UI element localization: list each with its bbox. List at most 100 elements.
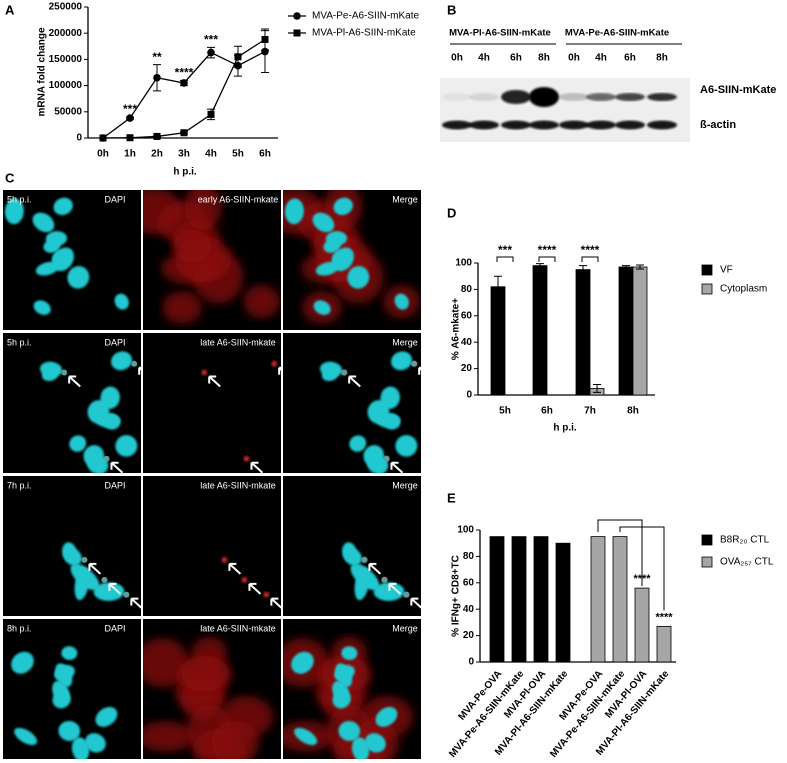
y-tick-label: 250000 xyxy=(49,2,83,13)
band xyxy=(442,93,472,101)
factory-dapi xyxy=(101,576,108,583)
y-tick-label: 80 xyxy=(463,551,475,562)
nucleus xyxy=(294,727,318,746)
panel-label: C xyxy=(5,170,15,185)
arrow xyxy=(410,597,421,609)
bar xyxy=(632,266,648,396)
nucleus xyxy=(93,582,125,601)
lane-label: 0h xyxy=(451,53,463,64)
legend-label: MVA-Pl-A6-SIIN-mKate xyxy=(312,28,416,39)
time-label: 8h p.i. xyxy=(7,623,32,633)
y-axis-label: % A6-mkate+ xyxy=(451,298,462,360)
annotation: **** xyxy=(655,611,673,623)
legend-marker xyxy=(293,12,301,20)
error-bar xyxy=(579,265,587,275)
annotation: **** xyxy=(175,66,194,80)
band xyxy=(559,120,589,130)
band xyxy=(529,87,559,107)
x-tick-label: 5h xyxy=(232,149,244,160)
marker xyxy=(207,110,215,118)
x-tick-label: 6h xyxy=(259,149,271,160)
legend-swatch xyxy=(701,264,713,276)
legend-swatch xyxy=(701,556,713,568)
band xyxy=(469,93,499,101)
cytoplasm-signal xyxy=(184,190,222,230)
factory-dapi xyxy=(103,455,110,462)
panel-label: E xyxy=(447,490,456,505)
lane-label: 4h xyxy=(478,53,490,64)
nucleus xyxy=(114,293,129,310)
legend-label: OVA₂₅₇ CTL xyxy=(720,557,774,568)
micrograph: late A6-SIIN-mkate xyxy=(143,619,281,759)
y-tick-label: 200000 xyxy=(49,28,83,39)
micrograph: Merge xyxy=(283,333,421,473)
blot-group-label: MVA-Pl-A6-SIIN-mKate xyxy=(449,28,551,39)
marker xyxy=(234,53,242,61)
cytoplasm-signal xyxy=(143,721,195,752)
band xyxy=(586,120,616,130)
error-bar xyxy=(636,264,644,270)
nucleus xyxy=(351,737,370,759)
nucleus xyxy=(52,690,71,709)
arrow xyxy=(270,597,281,609)
nucleus xyxy=(332,690,351,709)
annotation: *** xyxy=(204,33,218,47)
nucleus xyxy=(312,212,335,233)
time-label: 5h p.i. xyxy=(7,194,32,204)
arrow xyxy=(278,366,281,375)
nucleus xyxy=(395,435,418,457)
nucleus xyxy=(333,197,353,216)
y-tick-label: 60 xyxy=(461,310,473,321)
y-tick-label: 0 xyxy=(468,657,474,668)
factory-dapi xyxy=(381,576,388,583)
marker xyxy=(99,134,107,142)
y-tick-label: 40 xyxy=(463,604,475,615)
bar xyxy=(656,625,672,663)
lane-label: 6h xyxy=(624,53,636,64)
factory-dapi xyxy=(131,360,138,367)
annotation: **** xyxy=(538,243,557,257)
cytoplasm-signal xyxy=(211,720,259,759)
lane-label: 6h xyxy=(510,53,522,64)
x-tick-label: 8h xyxy=(627,406,639,417)
arrow xyxy=(348,375,361,388)
factory-signal xyxy=(243,455,250,462)
legend-label: B8R₂₀ CTL xyxy=(720,535,770,546)
micrograph: 5h p.i. DAPI xyxy=(3,333,141,473)
micrograph: Merge xyxy=(283,190,421,330)
nucleus xyxy=(41,368,58,382)
bar xyxy=(590,536,606,663)
image-background xyxy=(143,476,281,616)
bracket xyxy=(496,256,514,262)
channel-label: DAPI xyxy=(104,337,125,347)
band xyxy=(501,120,531,130)
arrow xyxy=(88,562,102,575)
arrow xyxy=(68,375,81,388)
channel-label: late A6-SIIN-mkate xyxy=(200,623,276,633)
marker xyxy=(126,134,134,142)
bar xyxy=(618,266,634,396)
marker xyxy=(207,48,215,57)
nucleus xyxy=(33,300,51,315)
micrograph: 7h p.i. DAPI xyxy=(3,476,141,616)
image-content xyxy=(143,636,273,759)
marker xyxy=(153,73,161,82)
arrow xyxy=(388,582,402,595)
nucleus xyxy=(32,212,55,233)
error-bar xyxy=(622,265,630,269)
nucleus xyxy=(111,351,133,371)
image-content xyxy=(342,542,421,609)
micrograph: 8h p.i. DAPI xyxy=(3,619,141,759)
bar xyxy=(511,536,527,663)
x-tick-label: 2h xyxy=(151,149,163,160)
channel-label: DAPI xyxy=(104,623,125,633)
image-content xyxy=(221,556,281,609)
annotation: ** xyxy=(152,50,162,64)
band xyxy=(615,93,645,101)
y-tick-label: 150000 xyxy=(49,54,83,65)
error-bar xyxy=(536,263,544,269)
nucleus xyxy=(341,646,358,661)
nucleus xyxy=(4,198,24,225)
annotation: **** xyxy=(581,243,600,257)
nucleus xyxy=(115,435,138,457)
